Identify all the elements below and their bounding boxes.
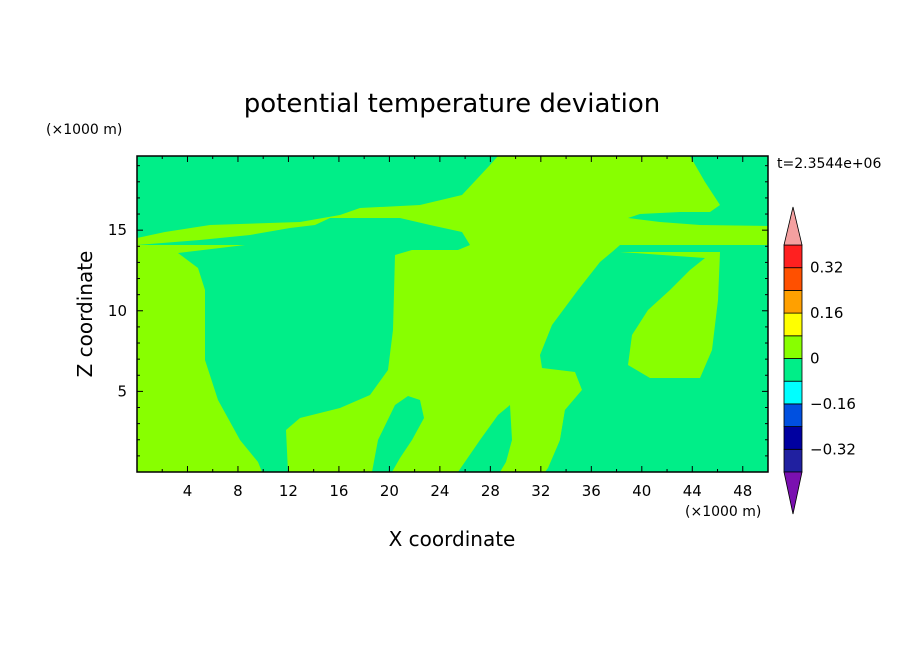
y-tick-group: 5 10 15 xyxy=(108,165,768,457)
x-tick-label: 20 xyxy=(380,482,399,500)
y-tick-label: 10 xyxy=(108,302,127,320)
x-axis-unit: (×1000 m) xyxy=(685,504,761,520)
colorbar-segment xyxy=(783,448,803,473)
time-label: t=2.3544e+06 xyxy=(777,156,881,172)
positive-region-right xyxy=(620,252,720,378)
x-tick-label: 36 xyxy=(582,482,601,500)
colorbar: 0.32 0.16 0 −0.16 −0.32 xyxy=(783,206,856,515)
colorbar-under-triangle xyxy=(783,471,803,515)
plot-frame xyxy=(136,155,769,473)
chart-title: potential temperature deviation xyxy=(244,89,660,119)
colorbar-segment xyxy=(783,358,803,382)
x-tick-label: 40 xyxy=(632,482,651,500)
colorbar-label: 0.16 xyxy=(810,304,843,322)
colorbar-label: 0 xyxy=(810,350,820,368)
x-tick-label: 16 xyxy=(329,482,348,500)
colorbar-segment xyxy=(783,267,803,291)
positive-island-a xyxy=(137,440,155,472)
x-tick-label: 48 xyxy=(733,482,752,500)
colorbar-segment xyxy=(783,403,803,427)
colorbar-segment xyxy=(783,426,803,450)
y-axis-unit: (×1000 m) xyxy=(46,122,122,138)
x-axis-label: X coordinate xyxy=(389,527,516,551)
x-tick-label: 24 xyxy=(430,482,449,500)
colorbar-segment xyxy=(783,312,803,337)
x-tick-label: 12 xyxy=(279,482,298,500)
positive-region-upper xyxy=(137,156,768,245)
colorbar-label: 0.32 xyxy=(810,259,843,277)
colorbar-over-triangle xyxy=(783,206,803,246)
negative-island-c xyxy=(458,405,512,472)
colorbar-label: −0.32 xyxy=(810,440,856,458)
colorbar-segment xyxy=(783,335,803,359)
x-tick-label: 8 xyxy=(233,482,243,500)
colorbar-segment xyxy=(783,244,803,269)
x-tick-label: 4 xyxy=(183,482,193,500)
colorbar-segment xyxy=(783,380,803,405)
colorbar-label: −0.16 xyxy=(810,395,856,413)
colorbar-segment xyxy=(783,289,803,314)
x-tick-label: 28 xyxy=(481,482,500,500)
y-axis-label: Z coordinate xyxy=(73,251,97,378)
contour-regions xyxy=(137,156,768,472)
negative-region-right-bottom xyxy=(548,385,768,472)
x-tick-label: 32 xyxy=(531,482,550,500)
negative-top-pocket xyxy=(268,156,400,188)
negative-island-b xyxy=(372,396,424,472)
x-tick-label: 44 xyxy=(683,482,702,500)
x-tick-group: 4 8 12 16 20 24 28 32 36 40 44 48 xyxy=(161,156,752,500)
y-tick-label: 5 xyxy=(117,382,127,400)
y-tick-label: 15 xyxy=(108,221,127,239)
